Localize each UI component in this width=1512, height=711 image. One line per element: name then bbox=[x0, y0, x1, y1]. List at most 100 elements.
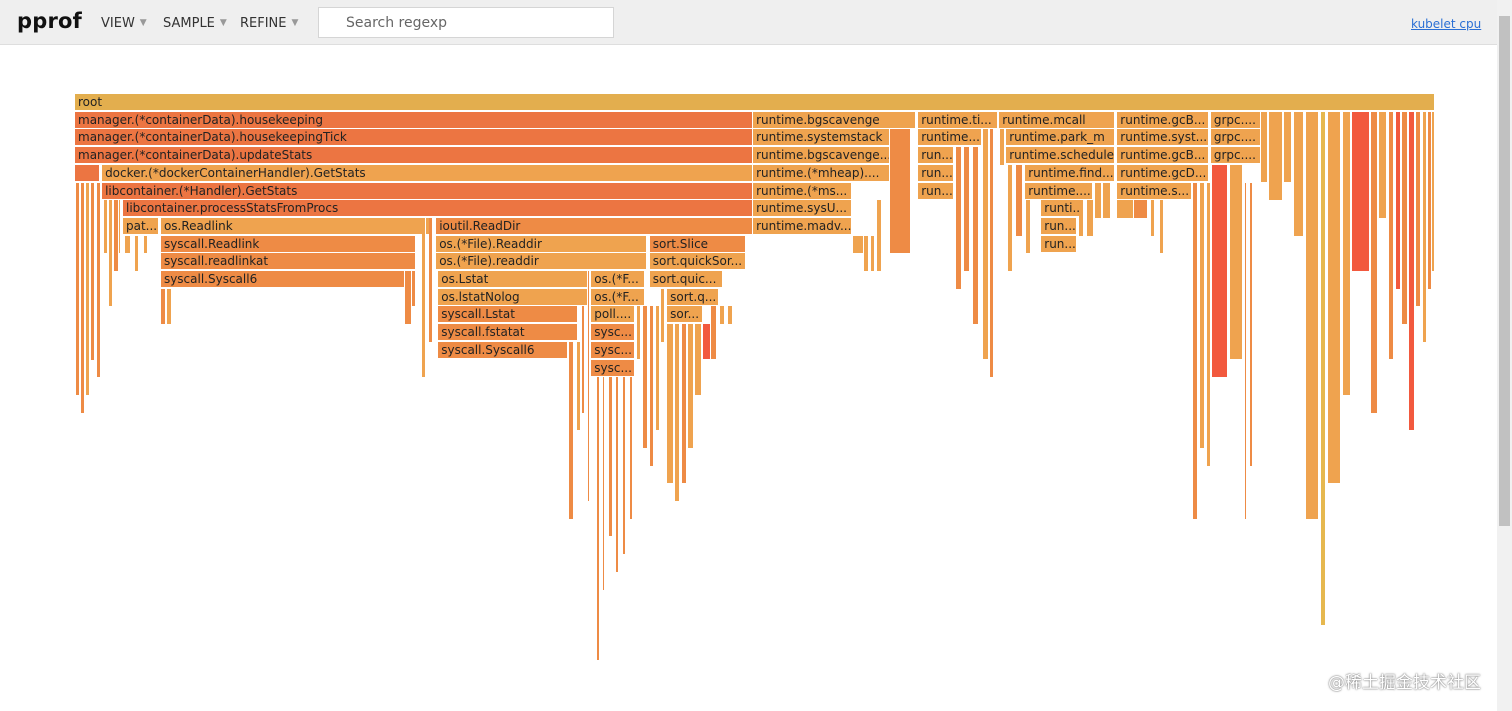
flame-frame[interactable]: runtime.park_m bbox=[1006, 129, 1116, 147]
flame-stack-sliver[interactable] bbox=[1428, 111, 1433, 289]
flame-stack-sliver[interactable] bbox=[1327, 111, 1342, 484]
flame-frame[interactable]: syscall.Syscall6 bbox=[438, 341, 569, 359]
flame-frame[interactable]: run... bbox=[918, 164, 955, 182]
flame-stack-sliver[interactable] bbox=[1388, 111, 1395, 360]
flame-stack-sliver[interactable] bbox=[76, 182, 80, 395]
flame-stack-sliver[interactable] bbox=[1192, 182, 1199, 519]
flame-frame[interactable]: os.Lstat bbox=[438, 271, 589, 288]
flame-frame[interactable]: os.(*File).readdir bbox=[436, 253, 648, 271]
flame-stack-sliver[interactable] bbox=[582, 306, 585, 413]
flame-stack-sliver[interactable] bbox=[1415, 111, 1422, 307]
flame-frame[interactable]: runtime.syst... bbox=[1117, 129, 1210, 147]
flame-stack-sliver[interactable] bbox=[118, 200, 122, 254]
flame-frame[interactable]: os.(*File).Readdir bbox=[436, 235, 648, 253]
flame-frame[interactable]: ioutil.ReadDir bbox=[436, 217, 754, 235]
flame-frame[interactable]: runtime.sysU... bbox=[753, 200, 853, 218]
flame-frame[interactable]: libcontainer.(*Handler).GetStats bbox=[102, 182, 754, 200]
flame-stack-sliver[interactable] bbox=[1025, 200, 1032, 254]
flame-stack-sliver[interactable] bbox=[1134, 200, 1149, 218]
flame-frame[interactable]: sysc... bbox=[591, 341, 636, 359]
flame-stack-sliver[interactable] bbox=[1371, 111, 1378, 413]
flame-stack-sliver[interactable] bbox=[719, 306, 726, 325]
flame-stack-sliver[interactable] bbox=[623, 377, 627, 555]
flame-frame[interactable]: runtime.systemstack bbox=[753, 129, 891, 147]
flame-stack-sliver[interactable] bbox=[125, 235, 131, 254]
flame-stack-sliver[interactable] bbox=[1379, 111, 1388, 218]
flame-stack-sliver[interactable] bbox=[727, 306, 734, 325]
flame-stack-sliver[interactable] bbox=[103, 200, 108, 254]
flame-stack-sliver[interactable] bbox=[1250, 182, 1253, 466]
flame-stack-sliver[interactable] bbox=[144, 235, 149, 254]
menu-sample[interactable]: SAMPLE ▼ bbox=[163, 16, 227, 31]
scrollbar-thumb[interactable] bbox=[1499, 16, 1510, 526]
flame-stack-sliver[interactable] bbox=[597, 377, 600, 661]
flame-frame[interactable]: docker.(*dockerContainerHandler).GetStat… bbox=[102, 164, 754, 182]
flame-stack-sliver[interactable] bbox=[650, 306, 655, 466]
flame-stack-sliver[interactable] bbox=[616, 377, 619, 572]
flame-frame[interactable]: manager.(*containerData).housekeepingTic… bbox=[75, 129, 754, 147]
flame-stack-sliver[interactable] bbox=[602, 377, 606, 590]
flame-stack-sliver[interactable] bbox=[1150, 200, 1155, 236]
flame-stack-sliver[interactable] bbox=[134, 235, 139, 271]
flame-frame[interactable]: runtime.madv... bbox=[753, 217, 853, 235]
flame-frame[interactable]: run... bbox=[1041, 217, 1078, 235]
flame-frame[interactable]: pat... bbox=[123, 217, 160, 235]
flame-frame[interactable]: syscall.readlinkat bbox=[160, 253, 417, 271]
flame-stack-sliver[interactable] bbox=[870, 235, 875, 271]
flame-stack-sliver[interactable] bbox=[609, 377, 613, 537]
flame-stack-sliver[interactable] bbox=[695, 324, 702, 395]
flame-frame[interactable]: runtime.s... bbox=[1117, 182, 1193, 200]
flame-frame[interactable]: sysc... bbox=[591, 324, 636, 342]
flame-stack-sliver[interactable] bbox=[1402, 111, 1408, 325]
flame-frame[interactable]: grpc.... bbox=[1210, 129, 1261, 147]
flame-stack-sliver[interactable] bbox=[1409, 111, 1415, 431]
menu-view[interactable]: VIEW ▼ bbox=[101, 16, 147, 31]
flame-frame[interactable]: run... bbox=[1041, 235, 1078, 253]
flame-stack-sliver[interactable] bbox=[688, 324, 694, 448]
flame-stack-sliver[interactable] bbox=[405, 271, 413, 325]
flame-stack-sliver[interactable] bbox=[890, 129, 911, 254]
flame-frame[interactable]: runtime.bgscavenge... bbox=[753, 147, 891, 165]
flame-stack-sliver[interactable] bbox=[956, 147, 962, 289]
flame-frame[interactable]: runtime.gcB... bbox=[1117, 147, 1210, 165]
flame-stack-sliver[interactable] bbox=[160, 288, 167, 325]
flame-stack-sliver[interactable] bbox=[655, 306, 660, 431]
flame-stack-sliver[interactable] bbox=[109, 200, 114, 307]
flame-frame[interactable]: runtime.... bbox=[918, 129, 983, 147]
flame-frame[interactable]: sort.q... bbox=[667, 288, 720, 306]
flame-stack-sliver[interactable] bbox=[1117, 200, 1134, 218]
flame-stack-sliver[interactable] bbox=[1395, 111, 1401, 289]
flame-frame[interactable]: syscall.Lstat bbox=[438, 306, 579, 324]
flame-stack-sliver[interactable] bbox=[1007, 164, 1014, 271]
flame-stack-sliver[interactable] bbox=[1086, 200, 1094, 236]
flame-stack-sliver[interactable] bbox=[999, 129, 1006, 165]
flame-frame[interactable]: runtime.mcall bbox=[999, 111, 1116, 129]
flame-frame[interactable]: grpc.... bbox=[1210, 111, 1261, 129]
menu-refine[interactable]: REFINE ▼ bbox=[240, 16, 298, 31]
flame-frame[interactable]: poll.... bbox=[591, 306, 636, 324]
flame-stack-sliver[interactable] bbox=[643, 306, 648, 448]
flame-frame[interactable]: libcontainer.processStatsFromProcs bbox=[123, 200, 754, 218]
flame-frame[interactable]: sort.quickSor... bbox=[649, 253, 746, 271]
flame-stack-sliver[interactable] bbox=[711, 306, 717, 360]
flame-stack-sliver[interactable] bbox=[1103, 182, 1112, 218]
flame-stack-sliver[interactable] bbox=[1244, 182, 1248, 519]
flame-frame[interactable]: runtime.(*ms... bbox=[753, 182, 853, 200]
flame-stack-sliver[interactable] bbox=[568, 341, 575, 519]
flame-frame[interactable] bbox=[75, 164, 101, 182]
flame-stack-sliver[interactable] bbox=[1422, 111, 1427, 342]
flame-stack-sliver[interactable] bbox=[96, 182, 101, 378]
flame-frame[interactable]: sor... bbox=[667, 306, 704, 324]
flame-stack-sliver[interactable] bbox=[1320, 111, 1327, 625]
flame-frame[interactable]: runtime.gcD... bbox=[1117, 164, 1210, 182]
flame-frame[interactable]: runtime.... bbox=[1025, 182, 1094, 200]
flame-stack-sliver[interactable] bbox=[1199, 182, 1206, 448]
flame-stack-sliver[interactable] bbox=[863, 235, 870, 271]
flame-stack-sliver[interactable] bbox=[1095, 182, 1102, 218]
flame-frame[interactable]: sysc... bbox=[591, 359, 636, 377]
flame-frame[interactable]: syscall.Syscall6 bbox=[160, 271, 406, 288]
flame-stack-sliver[interactable] bbox=[91, 182, 95, 360]
app-logo[interactable]: pprof bbox=[17, 9, 82, 33]
flame-stack-sliver[interactable] bbox=[1305, 111, 1320, 519]
flame-frame[interactable]: os.(*F... bbox=[591, 288, 646, 306]
